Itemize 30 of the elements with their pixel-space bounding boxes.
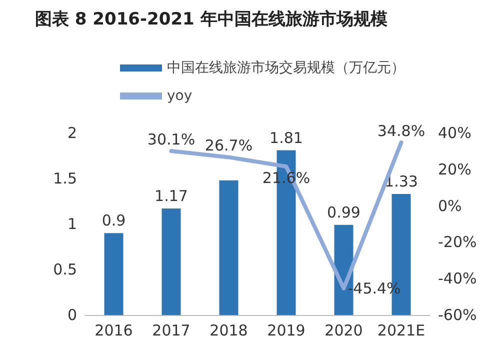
chart-title: 图表 8 2016-2021 年中国在线旅游市场规模 <box>35 10 388 30</box>
y2-tick-label: 20% <box>438 160 472 178</box>
y-tick-label: 0 <box>67 306 77 324</box>
bar <box>104 233 124 315</box>
y-tick-label: 2 <box>67 124 77 142</box>
data-label: 34.8% <box>377 122 426 140</box>
y-tick-label: 0.5 <box>53 260 77 278</box>
data-label: 0.99 <box>327 203 360 222</box>
x-tick-label: 2020 <box>324 322 363 340</box>
y2-tick-label: -20% <box>438 233 477 252</box>
y-tick-label: 1 <box>67 215 77 233</box>
y2-tick-label: 0% <box>438 196 462 215</box>
bar <box>162 208 181 315</box>
x-tick-label: 2019 <box>267 322 306 340</box>
legend-label: yoy <box>167 88 192 104</box>
y2-tick-label: 40% <box>438 124 472 142</box>
bar <box>219 180 238 315</box>
x-tick-label: 2016 <box>94 322 133 340</box>
x-tick-label: 2021E <box>377 322 426 340</box>
data-label: 0.9 <box>102 212 126 230</box>
x-tick-label: 2017 <box>152 322 190 340</box>
y-tick-label: 1.5 <box>53 170 77 188</box>
y2-tick-label: -40% <box>438 270 477 288</box>
data-label: 30.1% <box>147 130 196 149</box>
y2-tick-label: -60% <box>438 306 477 324</box>
data-label: 1.17 <box>154 187 188 206</box>
data-label: 1.81 <box>270 128 303 147</box>
x-tick-label: 2018 <box>210 322 248 340</box>
legend-label: 中国在线旅游市场交易规模（万亿元） <box>167 60 405 76</box>
data-label: 26.7% <box>204 136 253 155</box>
